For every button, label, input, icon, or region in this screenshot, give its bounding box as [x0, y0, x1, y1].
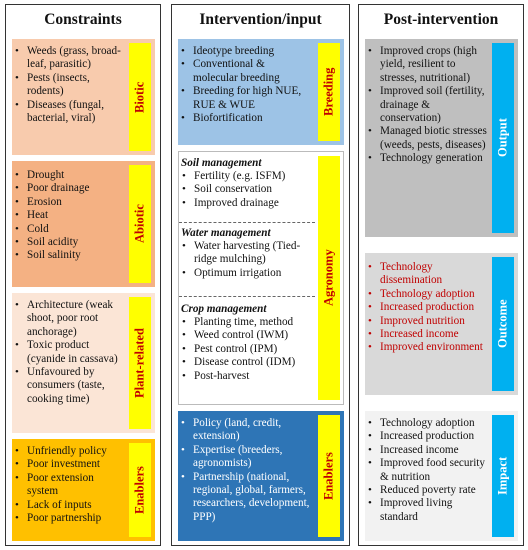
list-item: Erosion	[14, 196, 122, 210]
list-item: Ideotype breeding	[180, 45, 312, 59]
impact-list: Technology adoption Increased production…	[367, 417, 487, 524]
intervention-enablers-box: Policy (land, credit, extension) Experti…	[178, 411, 344, 541]
agronomy-divider	[179, 296, 315, 297]
soil-management-list: Fertility (e.g. ISFM) Soil conservation …	[181, 170, 317, 211]
list-item: Expertise (breeders, agronomists)	[180, 444, 312, 471]
plant-related-list: Architecture (weak shoot, poor root anch…	[14, 299, 122, 406]
list-item: Increased production	[367, 430, 487, 444]
list-item: Improved food security & nutrition	[367, 457, 487, 484]
breeding-box: Ideotype breeding Conventional & molecul…	[178, 39, 344, 145]
list-item: Weeds (grass, broad-leaf, parasitic)	[14, 45, 122, 72]
list-item: Partnership (national, regional, global,…	[180, 471, 312, 525]
intervention-column: Intervention/input Ideotype breeding Con…	[171, 4, 350, 546]
output-tag: Output	[492, 43, 514, 233]
list-item: Weed control (IWM)	[181, 329, 317, 343]
constraints-enablers-box: Unfriendly policy Poor investment Poor e…	[12, 439, 155, 541]
list-item: Lack of inputs	[14, 499, 122, 513]
list-item: Optimum irrigation	[181, 267, 317, 281]
impact-tag: Impact	[492, 415, 514, 537]
crop-management-section: Crop management Planting time, method We…	[181, 302, 317, 383]
list-item: Improved soil (fertility, drainage & con…	[367, 85, 487, 125]
list-item: Improved living standard	[367, 497, 487, 524]
abiotic-list: Drought Poor drainage Erosion Heat Cold …	[14, 169, 122, 263]
biotic-box: Weeds (grass, broad-leaf, parasitic) Pes…	[12, 39, 155, 155]
outcome-box: Technology dissemination Technology adop…	[365, 253, 518, 395]
list-item: Cold	[14, 223, 122, 237]
list-item: Technology generation	[367, 152, 487, 166]
list-item: Managed biotic stresses (weeds, pests, d…	[367, 125, 487, 152]
list-item: Soil salinity	[14, 249, 122, 263]
impact-box: Technology adoption Increased production…	[365, 411, 518, 541]
water-management-list: Water harvesting (Tied-ridge mulching) O…	[181, 240, 317, 281]
constraints-header: Constraints	[44, 11, 122, 28]
biotic-tag: Biotic	[129, 43, 151, 151]
output-list: Improved crops (high yield, resilient to…	[367, 45, 487, 166]
list-item: Unfriendly policy	[14, 445, 122, 459]
soil-management-heading: Soil management	[181, 157, 262, 169]
list-item: Reduced poverty rate	[367, 484, 487, 498]
list-item: Unfavoured by consumers (taste, cooking …	[14, 366, 122, 406]
list-item: Water harvesting (Tied-ridge mulching)	[181, 240, 317, 267]
list-item: Policy (land, credit, extension)	[180, 417, 312, 444]
list-item: Increased income	[367, 328, 487, 342]
list-item: Breeding for high NUE, RUE & WUE	[180, 85, 312, 112]
list-item: Increased production	[367, 301, 487, 315]
agronomy-divider	[179, 222, 315, 223]
water-management-section: Water management Water harvesting (Tied-…	[181, 226, 317, 281]
list-item: Poor extension system	[14, 472, 122, 499]
agronomy-tag: Agronomy	[318, 156, 340, 400]
soil-management-section: Soil management Fertility (e.g. ISFM) So…	[181, 156, 317, 211]
intervention-header: Intervention/input	[199, 11, 322, 28]
list-item: Architecture (weak shoot, poor root anch…	[14, 299, 122, 339]
output-box: Improved crops (high yield, resilient to…	[365, 39, 518, 237]
list-item: Technology adoption	[367, 417, 487, 431]
post-intervention-column: Post-intervention Improved crops (high y…	[358, 4, 524, 546]
agronomy-box: Soil management Fertility (e.g. ISFM) So…	[178, 151, 344, 405]
abiotic-tag: Abiotic	[129, 165, 151, 283]
plant-related-box: Architecture (weak shoot, poor root anch…	[12, 293, 155, 433]
constraints-enablers-tag: Enablers	[129, 443, 151, 537]
breeding-tag: Breeding	[318, 43, 340, 141]
post-intervention-header: Post-intervention	[383, 11, 499, 28]
list-item: Drought	[14, 169, 122, 183]
outcome-tag: Outcome	[492, 257, 514, 391]
intervention-enablers-tag: Enablers	[318, 415, 340, 537]
list-item: Improved drainage	[181, 197, 317, 211]
list-item: Increased income	[367, 444, 487, 458]
list-item: Diseases (fungal, bacterial, viral)	[14, 99, 122, 126]
list-item: Soil conservation	[181, 183, 317, 197]
abiotic-box: Drought Poor drainage Erosion Heat Cold …	[12, 161, 155, 287]
list-item: Poor investment	[14, 458, 122, 472]
list-item: Improved environment	[367, 341, 487, 355]
list-item: Technology adoption	[367, 288, 487, 302]
list-item: Improved crops (high yield, resilient to…	[367, 45, 487, 85]
biotic-list: Weeds (grass, broad-leaf, parasitic) Pes…	[14, 45, 122, 125]
list-item: Biofortification	[180, 112, 312, 126]
list-item: Post-harvest	[181, 370, 317, 384]
list-item: Pest control (IPM)	[181, 343, 317, 357]
outcome-list: Technology dissemination Technology adop…	[367, 261, 487, 355]
list-item: Poor drainage	[14, 182, 122, 196]
intervention-enablers-list: Policy (land, credit, extension) Experti…	[180, 417, 312, 524]
list-item: Toxic product (cyanide in cassava)	[14, 339, 122, 366]
list-item: Fertility (e.g. ISFM)	[181, 170, 317, 184]
list-item: Heat	[14, 209, 122, 223]
water-management-heading: Water management	[181, 227, 271, 239]
list-item: Pests (insects, rodents)	[14, 72, 122, 99]
constraints-column: Constraints Weeds (grass, broad-leaf, pa…	[5, 4, 161, 546]
list-item: Disease control (IDM)	[181, 356, 317, 370]
list-item: Conventional & molecular breeding	[180, 58, 312, 85]
list-item: Planting time, method	[181, 316, 317, 330]
list-item: Improved nutrition	[367, 315, 487, 329]
crop-management-heading: Crop management	[181, 303, 267, 315]
list-item: Soil acidity	[14, 236, 122, 250]
list-item: Poor partnership	[14, 512, 122, 526]
crop-management-list: Planting time, method Weed control (IWM)…	[181, 316, 317, 383]
list-item: Technology dissemination	[367, 261, 487, 288]
breeding-list: Ideotype breeding Conventional & molecul…	[180, 45, 312, 126]
plant-related-tag: Plant-related	[129, 297, 151, 429]
constraints-enablers-list: Unfriendly policy Poor investment Poor e…	[14, 445, 122, 526]
